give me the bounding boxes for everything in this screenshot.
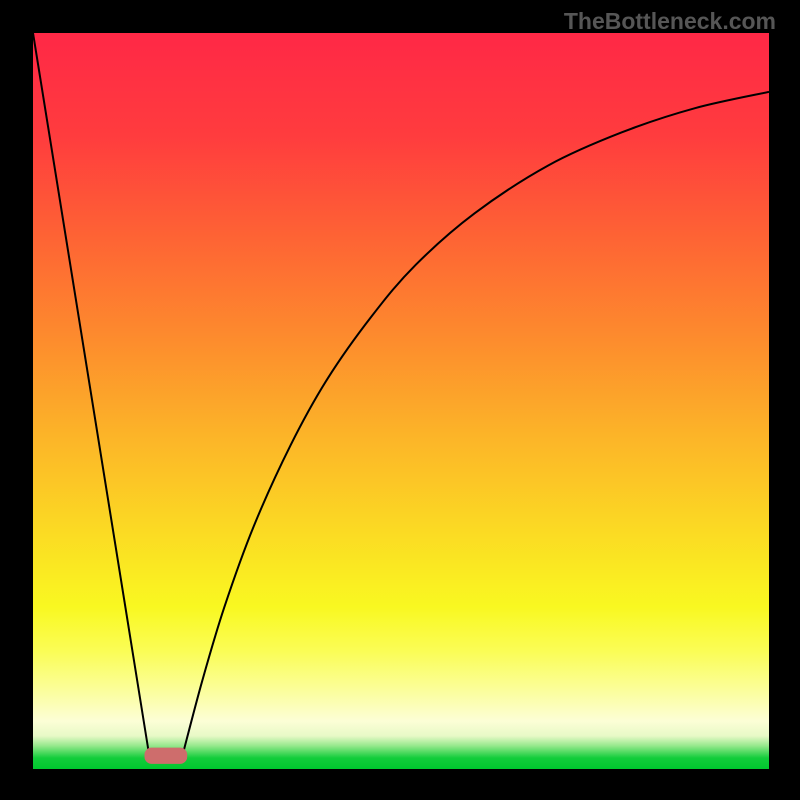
chart-container: { "watermark": { "text": "TheBottleneck.… — [0, 0, 800, 800]
chart-svg — [33, 33, 769, 769]
watermark-text: TheBottleneck.com — [564, 8, 776, 35]
minimum-marker — [145, 748, 188, 764]
plot-area — [33, 33, 769, 769]
gradient-background — [33, 33, 769, 769]
